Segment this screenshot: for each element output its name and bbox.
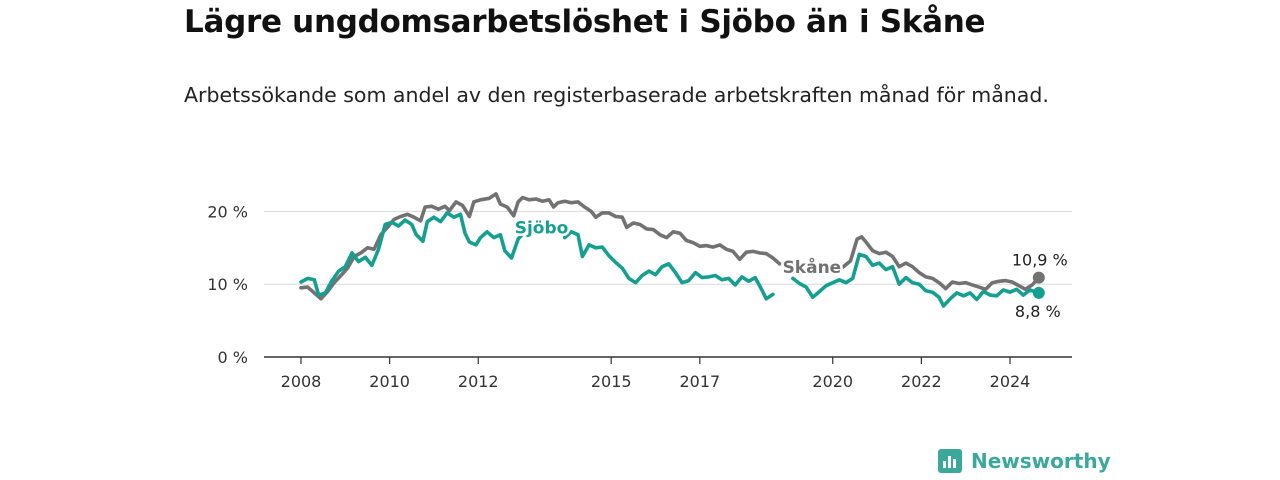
series-line-skane	[299, 192, 782, 301]
series-label-sjobo: Sjöbo	[515, 218, 569, 238]
newsworthy-logo[interactable]: Newsworthy	[938, 449, 1111, 473]
brand-name: Newsworthy	[971, 449, 1111, 473]
y-tick-label: 20 %	[207, 202, 248, 221]
chart-subtitle: Arbetssökande som andel av den registerb…	[184, 83, 1049, 107]
y-tick-label: 10 %	[207, 275, 248, 294]
x-tick-label: 2015	[591, 372, 632, 391]
series-line-sjobo	[562, 230, 775, 301]
series-line-sjobo	[791, 252, 1041, 308]
x-tick-label: 2008	[281, 372, 322, 391]
end-label-sjobo: 8,8 %	[1015, 302, 1061, 321]
y-tick-label: 0 %	[218, 348, 248, 367]
end-point-sjobo	[1032, 286, 1045, 299]
chart-title: Lägre ungdomsarbetslöshet i Sjöbo än i S…	[184, 4, 986, 40]
end-point-skane	[1032, 271, 1045, 284]
x-tick-label: 2012	[458, 372, 499, 391]
series-label-skane: Skåne	[783, 256, 842, 278]
line-chart: 0 % 10 % 20 % 2008 2010 2012 2015 2017 2020 2022 2…	[207, 192, 1072, 391]
series-line-skane	[831, 235, 1041, 292]
series-line-sjobo	[299, 211, 534, 297]
x-tick-label: 2024	[990, 372, 1031, 391]
x-tick-label: 2022	[901, 372, 942, 391]
x-tick-label: 2020	[812, 372, 853, 391]
end-label-skane: 10,9 %	[1012, 251, 1068, 270]
x-tick-label: 2017	[679, 372, 720, 391]
bar-chart-icon	[938, 449, 962, 473]
x-tick-label: 2010	[369, 372, 410, 391]
